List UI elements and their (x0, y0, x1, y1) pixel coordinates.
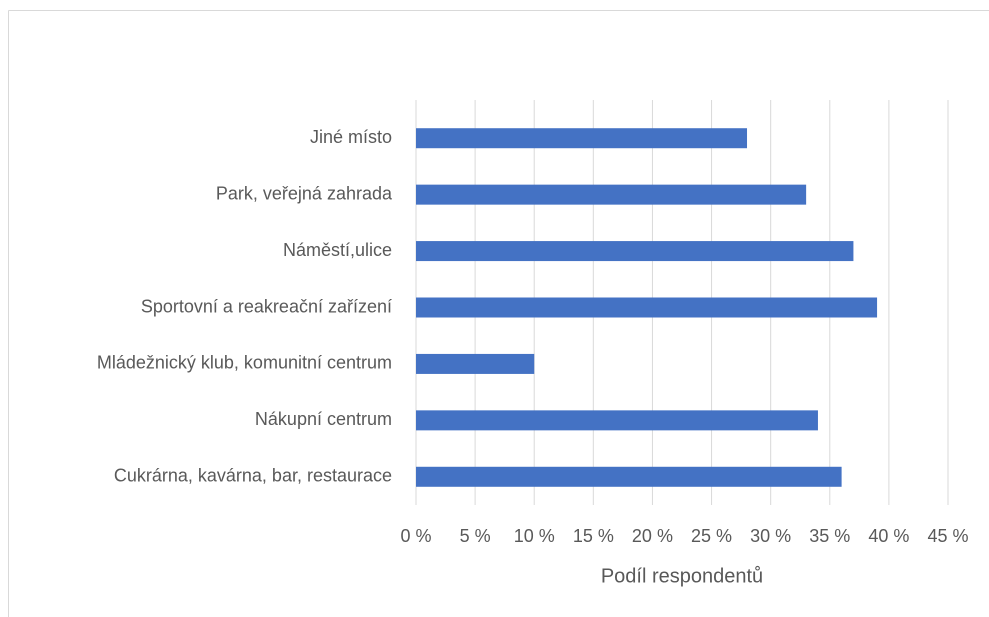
y-tick-label: Park, veřejná zahrada (216, 183, 393, 203)
x-tick-label: 45 % (927, 526, 968, 546)
x-tick-label: 30 % (750, 526, 791, 546)
bar (416, 466, 842, 487)
x-tick-label: 40 % (868, 526, 909, 546)
x-tick-label: 0 % (400, 526, 431, 546)
bar (416, 184, 807, 205)
y-tick-label: Náměstí,ulice (283, 240, 392, 260)
bar (416, 297, 878, 318)
y-tick-label: Sportovní a reakreační zařízení (141, 296, 392, 316)
y-tick-label: Jiné místo (310, 127, 392, 147)
x-tick-label: 15 % (573, 526, 614, 546)
x-tick-label: 20 % (632, 526, 673, 546)
y-tick-label: Mládežnický klub, komunitní centrum (97, 353, 392, 373)
bar (416, 128, 748, 149)
y-tick-label: Nákupní centrum (255, 409, 392, 429)
x-tick-label: 35 % (809, 526, 850, 546)
bar (416, 353, 535, 374)
x-tick-label: 25 % (691, 526, 732, 546)
y-tick-label: Cukrárna, kavárna, bar, restaurace (114, 466, 392, 486)
x-axis-label: Podíl respondentů (601, 565, 763, 587)
x-tick-label: 10 % (514, 526, 555, 546)
bar (416, 241, 854, 262)
x-tick-label: 5 % (460, 526, 491, 546)
bar (416, 410, 818, 431)
